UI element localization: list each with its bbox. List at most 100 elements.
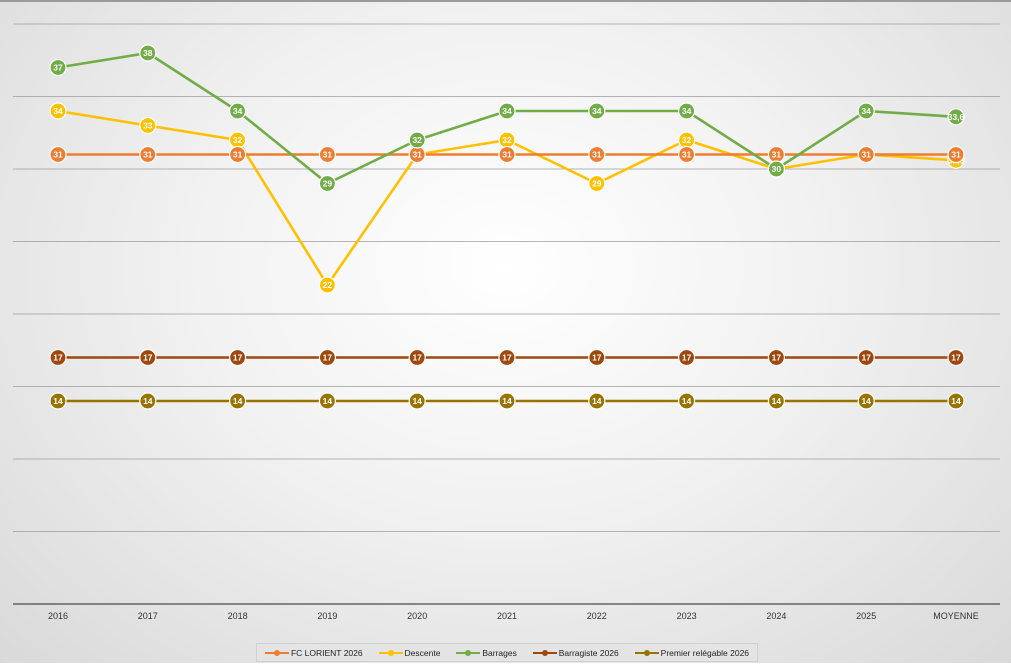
data-label: 31 <box>143 150 153 160</box>
data-label: 17 <box>861 353 871 363</box>
data-point[interactable] <box>677 102 696 120</box>
data-label: 17 <box>502 353 512 363</box>
legend-item[interactable]: Premier relégable 2026 <box>634 647 750 658</box>
data-label: 34 <box>592 106 602 116</box>
data-label: 31 <box>772 150 782 160</box>
data-label: 34 <box>682 106 692 116</box>
data-point[interactable] <box>318 348 336 367</box>
data-point[interactable] <box>498 392 516 410</box>
legend-swatch <box>532 649 557 657</box>
data-point[interactable] <box>139 392 157 410</box>
legend-swatch <box>456 649 481 657</box>
data-point[interactable] <box>318 174 336 193</box>
data-point[interactable] <box>49 392 67 410</box>
data-point[interactable] <box>857 392 875 410</box>
data-label: 17 <box>323 353 333 363</box>
data-label: 17 <box>592 353 602 363</box>
data-label: 17 <box>412 353 422 363</box>
data-point[interactable] <box>857 348 875 367</box>
x-tick-label: 2025 <box>856 611 876 621</box>
data-point[interactable] <box>408 392 426 410</box>
data-point[interactable] <box>139 145 157 164</box>
data-point[interactable] <box>767 348 786 367</box>
data-label: 14 <box>323 396 333 406</box>
x-tick-label: 2017 <box>138 611 158 621</box>
data-point[interactable] <box>49 145 67 164</box>
data-label: 38 <box>143 48 153 58</box>
legend-item[interactable]: Barragiste 2026 <box>532 647 619 658</box>
data-point[interactable] <box>229 145 247 164</box>
data-point[interactable] <box>229 392 247 410</box>
legend-label: Barragiste 2026 <box>558 647 619 658</box>
data-point[interactable] <box>947 348 965 367</box>
legend-label: Descente <box>404 647 441 658</box>
data-point[interactable] <box>677 348 696 367</box>
x-tick-label: 2019 <box>317 611 337 621</box>
data-point[interactable] <box>229 348 247 367</box>
data-label: 31 <box>682 150 692 160</box>
series-barrages: 37 38 34 29 32 34 34 34 30 34 33,6 <box>49 44 965 193</box>
x-tick-label: 2024 <box>766 611 786 621</box>
data-point[interactable] <box>588 102 606 120</box>
data-label: 14 <box>592 396 602 406</box>
data-point[interactable] <box>767 160 786 178</box>
data-point[interactable] <box>318 276 336 294</box>
data-point[interactable] <box>857 102 875 120</box>
data-point[interactable] <box>139 44 157 62</box>
data-point[interactable] <box>49 348 67 367</box>
data-label: 17 <box>951 353 961 363</box>
data-point[interactable] <box>318 392 336 410</box>
data-label: 31 <box>951 150 961 160</box>
data-point[interactable] <box>498 348 516 367</box>
data-point[interactable] <box>767 392 786 410</box>
x-tick-label: 2023 <box>677 611 697 621</box>
data-point[interactable] <box>229 102 247 120</box>
x-tick-label: 2021 <box>497 611 517 621</box>
data-point[interactable] <box>947 108 965 126</box>
x-axis-ticks: 2016 2017 2018 2019 2020 2021 2022 2023 2024 2025… <box>48 611 979 621</box>
legend-item[interactable]: FC LORIENT 2026 <box>264 648 363 658</box>
legend-swatch <box>634 649 659 657</box>
data-point[interactable] <box>49 58 67 77</box>
data-point[interactable] <box>588 348 606 367</box>
data-point[interactable] <box>408 348 426 367</box>
legend-label: Barrages <box>482 647 517 658</box>
data-label: 31 <box>53 150 63 160</box>
data-point[interactable] <box>408 131 426 149</box>
data-point[interactable] <box>677 392 696 410</box>
data-point[interactable] <box>947 392 965 410</box>
data-label: 34 <box>233 106 243 116</box>
data-label: 30 <box>772 164 782 174</box>
series-barragiste-2026: 17 17 17 17 17 17 17 17 17 17 17 <box>49 348 965 367</box>
legend-label: Premier relégable 2026 <box>660 647 750 658</box>
data-point[interactable] <box>677 145 696 164</box>
legend-item[interactable]: Descente <box>378 647 441 658</box>
data-point[interactable] <box>588 392 606 410</box>
data-label: 34 <box>53 106 63 116</box>
data-label: 17 <box>143 353 153 363</box>
data-label: 14 <box>502 396 512 406</box>
data-label: 34 <box>502 106 512 116</box>
data-label: 22 <box>323 280 333 290</box>
data-point[interactable] <box>857 145 875 164</box>
data-point[interactable] <box>947 145 965 164</box>
data-label: 14 <box>143 396 153 406</box>
data-point[interactable] <box>139 116 157 135</box>
data-label: 33,6 <box>948 112 965 122</box>
data-point[interactable] <box>139 348 157 367</box>
data-point[interactable] <box>588 174 606 193</box>
data-point[interactable] <box>498 102 516 120</box>
data-point[interactable] <box>588 145 606 164</box>
data-label: 17 <box>53 353 63 363</box>
data-label: 33 <box>143 121 153 131</box>
data-label: 31 <box>412 150 422 160</box>
legend-item[interactable]: Barrages <box>456 648 517 658</box>
data-point[interactable] <box>49 102 67 120</box>
data-point[interactable] <box>318 145 336 164</box>
data-point[interactable] <box>498 145 516 164</box>
x-tick-label: 2020 <box>407 611 427 621</box>
x-tick-label: 2016 <box>48 611 68 621</box>
data-label: 31 <box>592 150 602 160</box>
gridlines <box>13 23 1000 532</box>
data-label: 14 <box>233 396 243 406</box>
